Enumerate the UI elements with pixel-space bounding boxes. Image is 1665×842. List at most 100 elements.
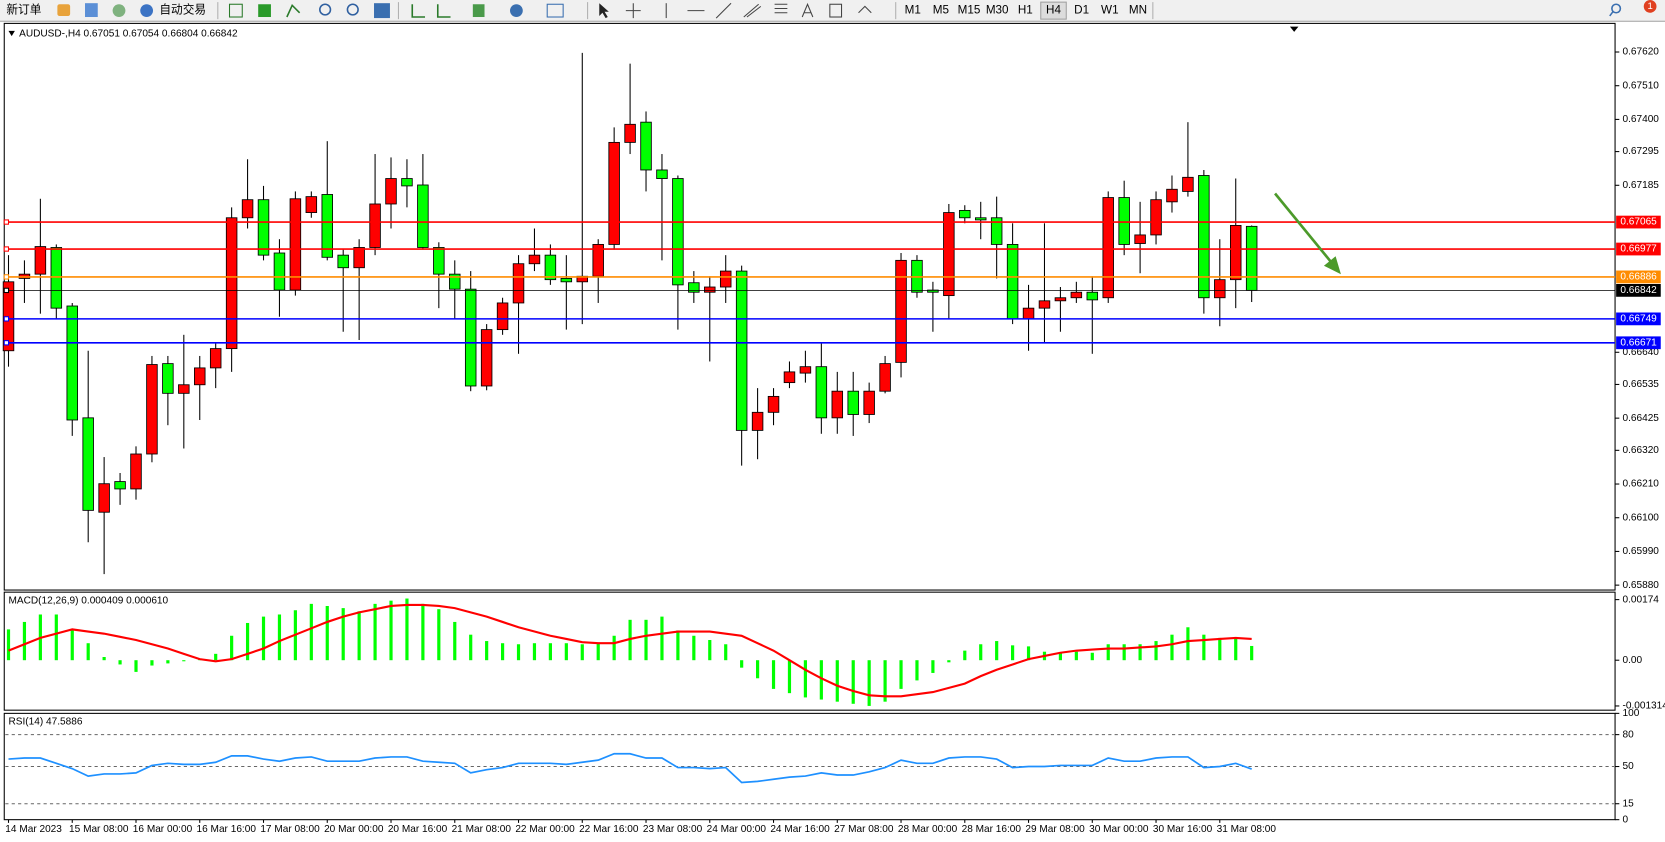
icon[interactable] [57,4,71,16]
timeframes: M1 M5 M15 M30 H1 H4 D1 W1 MN [905,1,1147,20]
icon[interactable] [286,3,301,18]
signal-line [8,603,1252,698]
candle-body [1245,225,1258,291]
icon[interactable] [140,4,154,18]
icon[interactable] [346,3,359,16]
timeframe-button[interactable]: M30 [986,4,1009,17]
candle-body [974,217,987,221]
annotation-arrowhead [1323,256,1341,275]
candle-body [194,367,206,386]
cursor-tool[interactable] [599,3,609,19]
x-tick-label: 28 Mar 16:00 [962,824,1022,835]
arrow-tool[interactable] [858,5,872,14]
icon[interactable] [228,3,243,18]
auto-trading-button[interactable]: 自动交易 [159,3,206,17]
x-tick-label: 27 Mar 08:00 [834,824,894,835]
candle-body [385,178,397,205]
text-tool[interactable] [801,2,814,18]
icon[interactable] [472,4,485,18]
icon[interactable] [510,4,523,18]
icon[interactable] [411,4,426,18]
y-tick-label: 0.66425 [1622,413,1659,424]
candle-body [1214,279,1226,299]
candle-body [98,483,110,513]
timeframe-button[interactable]: M5 [933,4,950,17]
notification-badge[interactable] [1643,0,1657,13]
channel-tool[interactable] [743,3,762,18]
candle-body [178,384,190,394]
icon[interactable] [319,3,332,16]
label-tool[interactable] [829,3,843,18]
timeframe-button[interactable]: D1 [1074,4,1089,17]
x-tick-label: 28 Mar 00:00 [898,824,958,835]
candle-body [1150,199,1162,236]
candle-body [34,246,47,275]
candle-body [544,254,557,281]
candle-body [847,390,859,415]
candle-body [1070,291,1083,299]
x-tick-label: 24 Mar 16:00 [770,824,830,835]
y-tick-label: 0.66210 [1622,479,1659,490]
y-tick-label: 0.66640 [1622,347,1659,358]
chart-title: AUDUSD-,H4 0.67051 0.67054 0.66804 0.668… [19,29,238,40]
price-level-anchor [3,287,10,294]
search-icon[interactable] [1611,3,1622,14]
candle-body [449,273,461,290]
y-tick-label: 50 [1622,761,1634,772]
y-tick-label: 0.65880 [1622,580,1659,591]
candle-body [719,270,732,288]
timeframe-button[interactable]: H1 [1018,4,1033,17]
candle-body [608,141,620,245]
timeframe-button[interactable]: W1 [1101,4,1119,17]
icon[interactable] [374,3,390,19]
candle-body [369,203,381,248]
price-level-anchor [3,219,10,225]
candle-body [1134,234,1146,244]
icon[interactable] [436,4,451,18]
icon[interactable] [112,4,126,18]
x-tick-label: 22 Mar 00:00 [515,824,575,835]
price-level-anchor [3,274,10,280]
y-tick-label: 0 [1622,814,1628,825]
search-icon[interactable] [1609,11,1614,17]
macd-title: MACD(12,26,9) 0.000409 0.000610 [9,595,169,606]
x-tick-label: 16 Mar 16:00 [197,824,257,835]
candle-body [417,184,429,248]
y-tick-label: 80 [1622,729,1634,740]
candle-body [496,302,509,331]
y-tick-label: 0.66535 [1622,379,1659,390]
price-level-label-bg [1616,215,1661,229]
candle-body [879,363,891,392]
candle-body [1118,197,1130,245]
timeframe-button[interactable]: M1 [905,4,921,17]
x-tick-label: 24 Mar 00:00 [707,824,767,835]
candle-body [1038,300,1051,309]
rsi-line [8,752,1252,784]
x-tick-label: 14 Mar 2023 [5,824,62,835]
timeframe-button[interactable]: M15 [958,4,981,17]
x-tick-label: 23 Mar 08:00 [643,824,703,835]
candle-body [305,196,318,213]
icon[interactable] [258,4,271,18]
icon[interactable] [546,3,564,18]
candle-body [624,123,636,143]
icon[interactable] [85,3,98,18]
x-tick-label: 31 Mar 08:00 [1217,824,1277,835]
candle-body [767,395,780,413]
x-tick-label: 17 Mar 08:00 [260,824,320,835]
candle-body [672,178,684,286]
crosshair-tool[interactable] [625,3,641,19]
timeframe-button[interactable]: MN [1129,4,1147,17]
fibo-tool[interactable] [774,3,788,14]
new-order-button[interactable]: 新订单 [6,3,41,17]
candle-body [114,481,126,490]
symbol-menu[interactable] [8,30,15,37]
trendline-tool[interactable] [715,2,732,19]
candle-body [1102,197,1114,299]
y-tick-label: 0.67620 [1622,47,1659,58]
price-level-label-bg [1616,284,1661,297]
candle-body [401,178,413,187]
price-level-label: 0.66842 [1620,285,1657,296]
timeframe-button[interactable]: H4 [1046,4,1061,17]
price-level-label-bg [1616,270,1661,284]
